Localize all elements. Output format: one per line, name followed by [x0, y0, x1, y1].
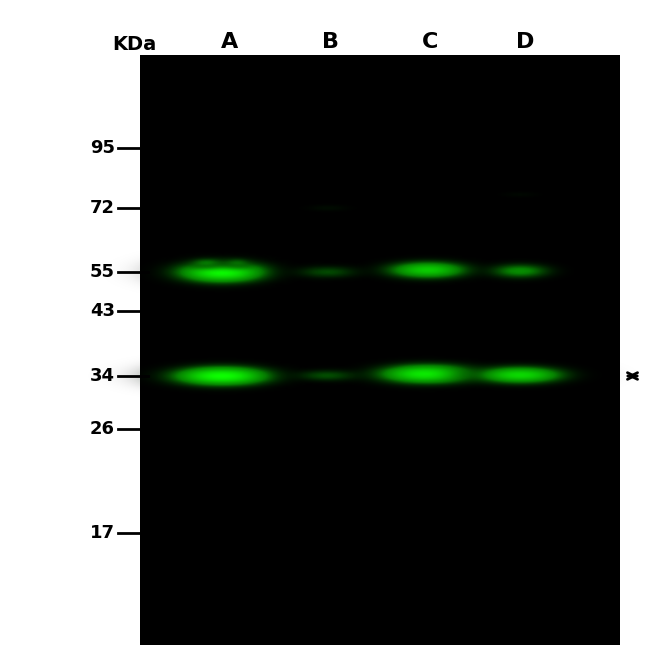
Text: 72: 72: [90, 199, 115, 217]
Text: 95: 95: [90, 139, 115, 157]
Text: B: B: [322, 32, 339, 52]
Text: D: D: [516, 32, 534, 52]
Text: 17: 17: [90, 524, 115, 542]
Bar: [140, 55, 620, 645]
Text: 26: 26: [90, 420, 115, 438]
Text: 55: 55: [90, 263, 115, 281]
Text: KDa: KDa: [112, 35, 156, 54]
Text: C: C: [422, 32, 438, 52]
Text: A: A: [222, 32, 239, 52]
Text: 34: 34: [90, 367, 115, 385]
Text: 43: 43: [90, 302, 115, 320]
